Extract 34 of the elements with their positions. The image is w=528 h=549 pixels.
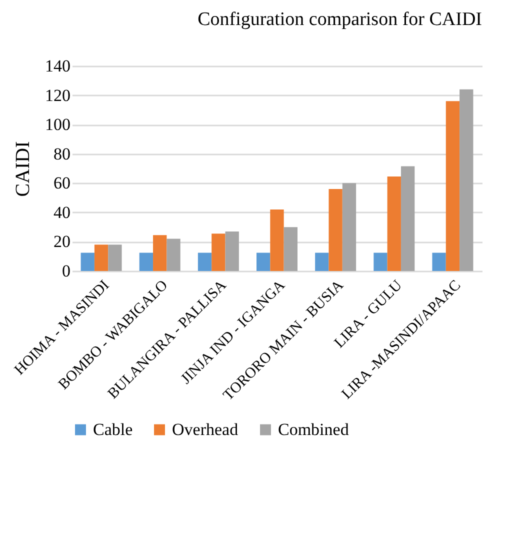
bar — [212, 234, 226, 271]
bar — [328, 189, 342, 271]
y-tick-label: 120 — [45, 86, 70, 105]
legend-label: Combined — [278, 420, 350, 439]
bar — [166, 238, 180, 271]
bar — [94, 244, 108, 271]
bar — [460, 89, 474, 271]
y-tick-label: 80 — [54, 144, 70, 164]
bar — [225, 231, 239, 271]
bar — [153, 235, 167, 271]
bar — [108, 244, 122, 271]
bar — [315, 252, 329, 271]
legend-label: Overhead — [172, 420, 239, 439]
y-tick-label: 140 — [45, 56, 70, 76]
y-tick-label: 60 — [54, 174, 70, 193]
y-tick-label: 100 — [45, 115, 70, 134]
bar — [256, 252, 270, 271]
bar — [432, 252, 446, 271]
bar — [374, 252, 388, 271]
legend-label: Cable — [93, 420, 133, 439]
bar — [80, 252, 94, 271]
bar — [139, 252, 154, 271]
bar — [284, 227, 298, 271]
bar — [446, 101, 460, 271]
chart-title: Configuration comparison for CAIDI — [198, 9, 482, 30]
bar — [270, 210, 284, 271]
bar — [342, 183, 356, 271]
y-tick-label: 0 — [62, 262, 70, 280]
bar — [198, 252, 212, 271]
y-tick-label: 20 — [54, 232, 70, 252]
bar — [387, 176, 401, 271]
y-tick-label: 40 — [54, 202, 70, 222]
y-axis-title: CAIDI — [12, 141, 34, 197]
bar — [400, 166, 415, 271]
